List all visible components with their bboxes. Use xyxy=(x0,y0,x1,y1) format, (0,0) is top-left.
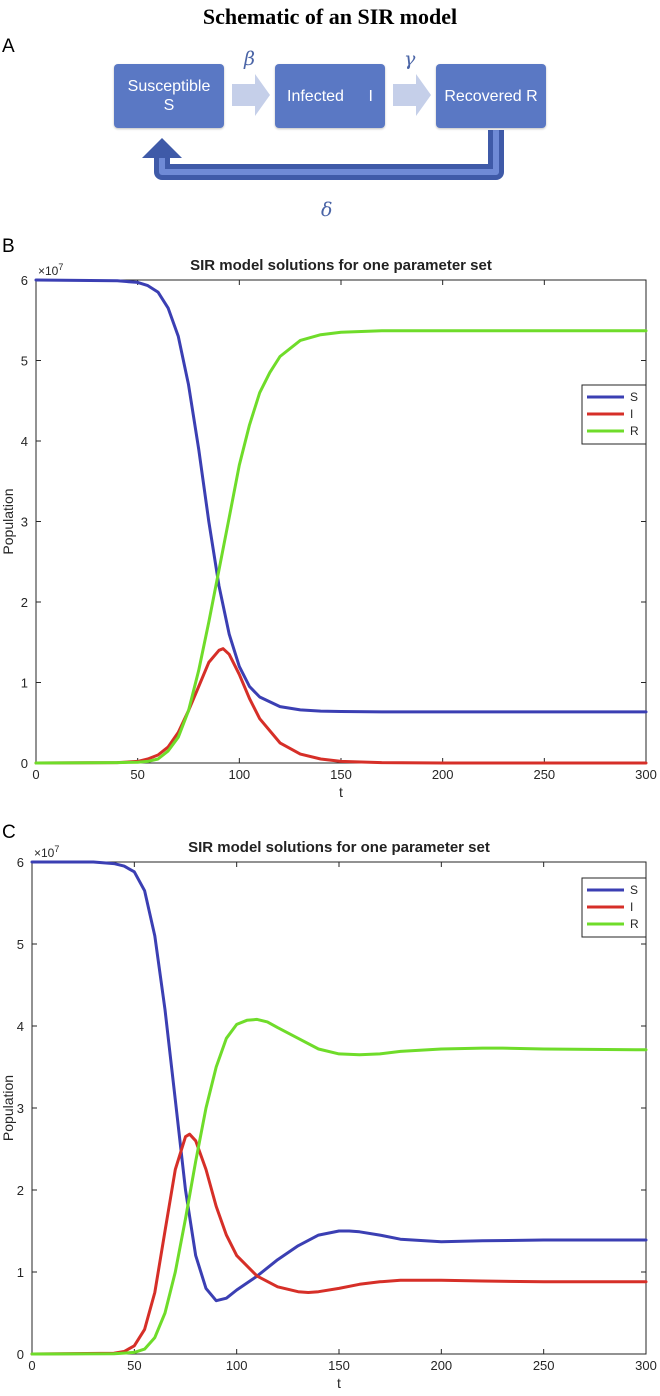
gamma-arrow xyxy=(393,74,431,116)
recovered-box: Recovered R xyxy=(436,64,546,128)
x-tick-label: 100 xyxy=(226,1358,248,1373)
x-tick-label: 150 xyxy=(328,1358,350,1373)
x-tick-label: 100 xyxy=(228,767,250,782)
exponent-label: ×107 xyxy=(38,262,63,278)
feedback-arrowhead xyxy=(142,138,182,158)
series-line-s xyxy=(34,278,648,714)
x-tick-label: 250 xyxy=(533,767,555,782)
x-tick-label: 200 xyxy=(430,1358,452,1373)
panel-label-b: B xyxy=(2,236,15,257)
y-tick-label: 0 xyxy=(21,756,28,771)
x-tick-label: 300 xyxy=(635,1358,657,1373)
x-tick-label: 50 xyxy=(130,767,144,782)
x-axis-label: t xyxy=(337,1375,341,1391)
y-tick-label: 5 xyxy=(17,937,24,952)
series-line-i xyxy=(34,647,648,765)
legend-label-r: R xyxy=(630,917,639,931)
y-tick-label: 1 xyxy=(17,1265,24,1280)
recovered-label: Recovered R xyxy=(444,87,538,105)
infected-box: Infected I xyxy=(275,64,385,128)
y-tick-label: 0 xyxy=(17,1347,24,1362)
x-axis-label: t xyxy=(339,784,343,800)
beta-arrow xyxy=(232,74,270,116)
legend-label-s: S xyxy=(630,390,638,404)
x-tick-label: 150 xyxy=(330,767,352,782)
delta-label: δ xyxy=(321,199,333,221)
y-tick-label: 5 xyxy=(21,354,28,369)
susceptible-box: Susceptible S xyxy=(114,64,224,128)
susceptible-label: Susceptible xyxy=(127,78,211,95)
gamma-label: γ xyxy=(404,48,416,70)
legend-label-s: S xyxy=(630,883,638,897)
y-tick-label: 6 xyxy=(21,273,28,288)
plot-frame xyxy=(35,279,647,764)
panel-label-c: C xyxy=(2,822,16,843)
y-tick-label: 3 xyxy=(17,1101,24,1116)
page-title: Schematic of an SIR model xyxy=(202,4,458,29)
chart-c: SIR model solutions for one parameter se… xyxy=(0,839,657,1391)
chart-title: SIR model solutions for one parameter se… xyxy=(190,257,492,274)
infected-label: Infected xyxy=(287,87,344,105)
series-line-r xyxy=(34,329,648,765)
y-tick-label: 6 xyxy=(17,855,24,870)
series-line-r xyxy=(30,1017,648,1356)
y-tick-label: 3 xyxy=(21,515,28,530)
x-tick-label: 0 xyxy=(32,767,39,782)
exponent-power: 7 xyxy=(54,844,59,854)
panel-label-a: A xyxy=(2,36,15,57)
x-tick-label: 250 xyxy=(533,1358,555,1373)
beta-label: β xyxy=(244,48,255,70)
x-tick-label: 200 xyxy=(432,767,454,782)
exponent-power: 7 xyxy=(58,262,63,272)
y-tick-label: 2 xyxy=(21,595,28,610)
y-tick-label: 2 xyxy=(17,1183,24,1198)
feedback-arrow xyxy=(154,130,504,180)
chart-title: SIR model solutions for one parameter se… xyxy=(188,839,490,856)
exponent-label: ×107 xyxy=(34,844,59,860)
legend-label-i: I xyxy=(630,900,633,914)
series-line-s xyxy=(30,860,648,1303)
legend-label-r: R xyxy=(630,424,639,438)
y-axis-label: Population xyxy=(0,488,16,554)
x-tick-label: 50 xyxy=(127,1358,141,1373)
susceptible-symbol: S xyxy=(163,97,175,114)
series-line-i xyxy=(30,1132,648,1356)
y-tick-label: 1 xyxy=(21,676,28,691)
x-tick-label: 300 xyxy=(635,767,657,782)
plot-frame xyxy=(31,861,647,1355)
legend-label-i: I xyxy=(630,407,633,421)
x-tick-label: 0 xyxy=(28,1358,35,1373)
chart-b: SIR model solutions for one parameter se… xyxy=(0,257,657,800)
y-tick-label: 4 xyxy=(17,1019,24,1034)
infected-symbol: I xyxy=(368,87,373,105)
schematic-arrows xyxy=(142,74,504,180)
y-tick-label: 4 xyxy=(21,434,28,449)
y-axis-label: Population xyxy=(0,1075,16,1141)
